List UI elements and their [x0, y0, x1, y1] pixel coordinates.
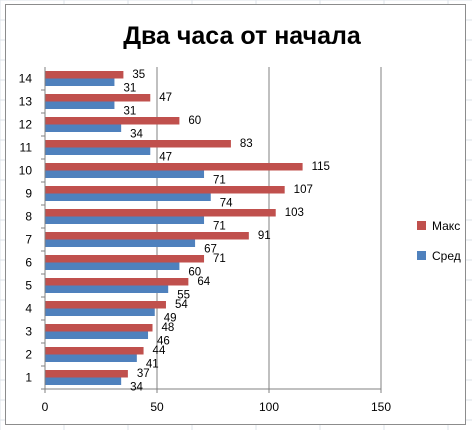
y-tick-label: 3	[25, 325, 32, 339]
data-label-max: 71	[213, 253, 226, 265]
bar-max	[45, 301, 166, 309]
y-tick-label: 2	[25, 348, 32, 362]
bar-max	[45, 94, 151, 102]
y-tick-label: 8	[25, 210, 32, 224]
data-label-avg: 74	[220, 198, 233, 210]
data-label-max: 54	[175, 299, 188, 311]
bar-max	[45, 71, 124, 79]
bar-avg	[45, 239, 196, 247]
data-label-avg: 34	[130, 129, 143, 141]
data-label-max: 64	[197, 276, 210, 288]
data-label-max: 47	[159, 92, 172, 104]
x-tick-label: 100	[259, 400, 279, 414]
bar-avg	[45, 216, 205, 224]
data-label-avg: 55	[177, 290, 190, 302]
bar-max	[45, 163, 303, 171]
data-label-avg: 34	[130, 382, 143, 394]
legend-swatch	[417, 221, 426, 230]
y-tick-label: 14	[19, 72, 33, 86]
bar-avg	[45, 354, 137, 362]
y-tick-label: 5	[25, 279, 32, 293]
data-label-avg: 71	[213, 221, 226, 233]
y-tick-label: 4	[25, 302, 32, 316]
y-tick-label: 6	[25, 256, 32, 270]
legend-swatch	[417, 251, 426, 260]
bar-avg	[45, 377, 122, 385]
bar-max	[45, 186, 285, 194]
legend-entry-label: Макс	[432, 219, 460, 233]
bar-avg	[45, 78, 115, 86]
data-label-max: 44	[153, 345, 166, 357]
data-label-max: 91	[258, 230, 271, 242]
bar-max	[45, 255, 205, 263]
data-label-max: 35	[132, 69, 145, 81]
data-label-max: 107	[294, 184, 313, 196]
data-label-max: 83	[240, 138, 253, 150]
bar-avg	[45, 170, 205, 178]
bar-max	[45, 209, 276, 217]
x-tick-label: 150	[371, 400, 391, 414]
data-label-avg: 49	[164, 313, 177, 325]
x-tick-label: 50	[150, 400, 164, 414]
chart-title: Два часа от начала	[123, 22, 362, 50]
bar-avg	[45, 262, 180, 270]
data-label-max: 60	[188, 115, 201, 127]
bar-max	[45, 232, 249, 240]
bar-max	[45, 117, 180, 125]
bar-avg	[45, 331, 149, 339]
bar-max	[45, 324, 153, 332]
bar-max	[45, 347, 144, 355]
data-labels: 37 34 44 41 48 46 54 49 64 55 71 60 91 67 103 71 107 74 11…	[123, 69, 330, 394]
bar-avg	[45, 101, 115, 109]
legend[interactable]: Макс Сред	[417, 219, 461, 263]
data-label-avg: 31	[123, 83, 136, 95]
bars	[45, 71, 303, 385]
data-label-max: 37	[137, 368, 150, 380]
y-tick-label: 12	[19, 118, 33, 132]
y-tick-label: 11	[20, 141, 33, 155]
data-label-avg: 31	[123, 106, 136, 118]
bar-avg	[45, 147, 151, 155]
data-label-max: 103	[285, 207, 304, 219]
y-tick-label: 7	[25, 233, 32, 247]
data-label-avg: 47	[159, 152, 172, 164]
data-label-avg: 46	[157, 336, 170, 348]
bar-avg	[45, 308, 155, 316]
bar-avg	[45, 193, 211, 201]
legend-entry-label: Сред	[432, 249, 461, 263]
y-tick-label: 9	[25, 187, 32, 201]
y-tick-label: 1	[25, 371, 32, 385]
data-label-avg: 67	[204, 244, 217, 256]
bar-max	[45, 278, 189, 286]
data-label-max: 115	[312, 161, 330, 173]
bar-avg	[45, 285, 169, 293]
data-label-max: 48	[162, 322, 175, 334]
bar-max	[45, 140, 231, 148]
bar-avg	[45, 124, 122, 132]
bar-max	[45, 370, 128, 378]
y-tick-label: 10	[19, 164, 33, 178]
x-tick-label: 0	[42, 400, 49, 414]
y-tick-label: 13	[19, 95, 33, 109]
data-label-avg: 60	[188, 267, 201, 279]
data-label-avg: 71	[213, 175, 226, 187]
data-label-avg: 41	[146, 359, 159, 371]
